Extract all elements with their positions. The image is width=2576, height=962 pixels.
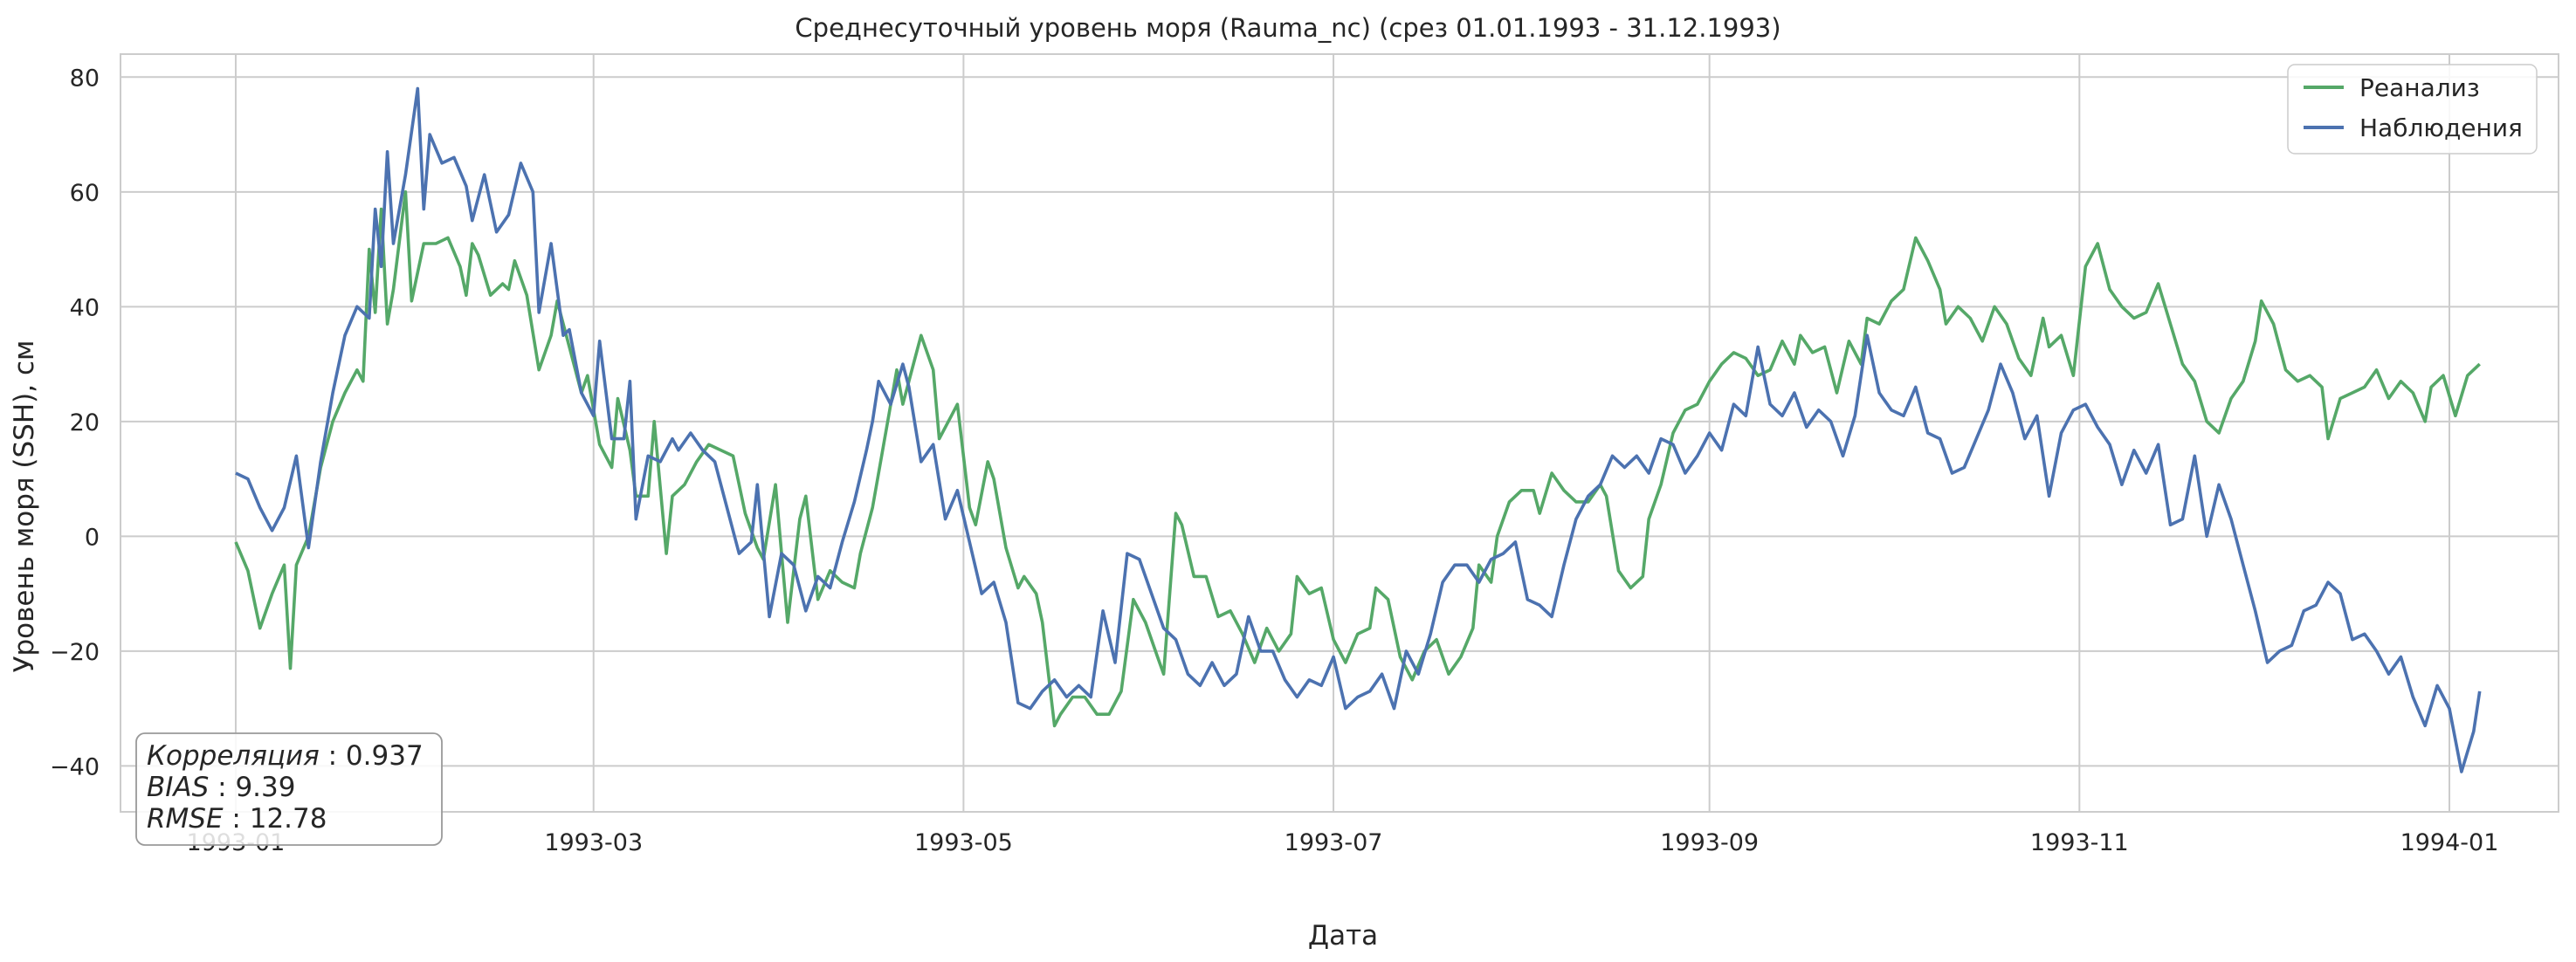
plot-frame bbox=[120, 53, 2559, 813]
stat-rmse: RMSE : 12.78 bbox=[147, 803, 327, 835]
stat-separator: : bbox=[209, 772, 235, 803]
stat-rmse-value: 12.78 bbox=[250, 803, 327, 835]
x-axis-label: Дата bbox=[1308, 920, 1378, 952]
y-tick-label: 60 bbox=[70, 180, 100, 207]
x-tick-label: 1993-05 bbox=[914, 829, 1013, 856]
stat-correlation-label: Корреляция bbox=[147, 740, 320, 772]
y-axis-ticks: −40 −20 0 20 40 60 80 bbox=[50, 65, 100, 780]
legend-label-observations: Наблюдения bbox=[2359, 113, 2523, 142]
stat-correlation: Корреляция : 0.937 bbox=[147, 740, 424, 772]
y-tick-label: 0 bbox=[85, 524, 100, 551]
y-tick-label: 20 bbox=[70, 409, 100, 436]
x-tick-label: 1994-01 bbox=[2400, 829, 2499, 856]
y-axis-label: Уровень моря (SSH), см bbox=[9, 340, 40, 673]
stat-bias-label: BIAS bbox=[147, 772, 209, 803]
stats-box: Корреляция : 0.937 BIAS : 9.39 RMSE : 12… bbox=[135, 732, 443, 846]
legend-label-reanalysis: Реанализ bbox=[2359, 73, 2480, 102]
stats-box-frame bbox=[135, 732, 443, 846]
x-tick-label: 1993-03 bbox=[544, 829, 643, 856]
y-tick-label: 40 bbox=[70, 294, 100, 321]
series-line-observations bbox=[235, 86, 2482, 773]
stat-bias-value: 9.39 bbox=[235, 772, 295, 803]
legend: Реанализ Наблюдения bbox=[2287, 64, 2538, 155]
stat-rmse-label: RMSE bbox=[147, 803, 224, 835]
plot-area bbox=[120, 53, 2559, 813]
chart-title: Среднесуточный уровень моря (Rauma_nc) (… bbox=[795, 13, 1780, 43]
legend-frame bbox=[2287, 64, 2538, 155]
series-line-reanalysis bbox=[234, 190, 2481, 728]
x-tick-label: 1993-07 bbox=[1285, 829, 1383, 856]
stat-correlation-value: 0.937 bbox=[346, 740, 424, 772]
plot-background bbox=[121, 54, 2559, 812]
stat-bias: BIAS : 9.39 bbox=[147, 772, 295, 803]
y-tick-label: 80 bbox=[70, 65, 100, 92]
series-layer bbox=[234, 86, 2482, 773]
x-tick-label: 1993-09 bbox=[1660, 829, 1759, 856]
grid bbox=[121, 54, 2559, 812]
x-tick-label: 1993-11 bbox=[2030, 829, 2129, 856]
y-tick-label: −40 bbox=[50, 753, 100, 780]
stat-separator: : bbox=[320, 740, 346, 772]
stat-separator: : bbox=[224, 803, 250, 835]
y-tick-label: −20 bbox=[50, 639, 100, 666]
